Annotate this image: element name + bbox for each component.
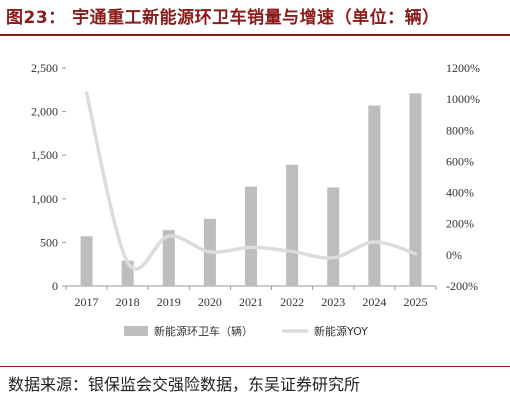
bar xyxy=(327,187,340,286)
legend-label-bar: 新能源环卫车（辆） xyxy=(154,324,253,338)
y-right-tick-label: -200% xyxy=(446,279,478,293)
plot-area: 0 500 1,000 1,500 2,000 2,500 -200% 0% 200% 400% 6… xyxy=(31,61,480,338)
x-tick-label: 2017 xyxy=(75,295,99,309)
bar xyxy=(368,105,381,286)
x-tick-label: 2021 xyxy=(239,295,263,309)
y-right-tick-label: 1000% xyxy=(446,92,480,106)
y-left-tick-label: 1,000 xyxy=(31,192,58,206)
y-right-tick-label: 0% xyxy=(446,248,462,262)
y-left-tick-label: 2,500 xyxy=(31,61,58,75)
bar xyxy=(162,230,175,286)
y-right-tick-label: 200% xyxy=(446,217,474,231)
bar xyxy=(121,260,134,286)
x-tick-label: 2022 xyxy=(280,295,304,309)
legend-swatch-bar xyxy=(124,326,148,336)
chart-title: 图23： 宇通重工新能源环卫车销量与增速（单位：辆） xyxy=(6,8,440,28)
x-tick-label: 2024 xyxy=(362,295,386,309)
bar xyxy=(286,164,299,286)
x-tick-label: 2025 xyxy=(403,295,427,309)
x-tick-label: 2020 xyxy=(198,295,222,309)
y-right-tick-label: 1200% xyxy=(446,61,480,75)
series-line-yoy xyxy=(84,91,418,271)
y-right-tick-label: 400% xyxy=(446,186,474,200)
footer-divider xyxy=(0,366,510,367)
y-right-tick-label: 600% xyxy=(446,154,474,168)
x-tick-label: 2018 xyxy=(116,295,140,309)
y-left-tick-label: 0 xyxy=(52,279,58,293)
title-divider xyxy=(0,34,510,36)
x-tick-label: 2019 xyxy=(157,295,181,309)
legend-label-line: 新能源YOY xyxy=(314,324,368,338)
bar xyxy=(245,186,257,286)
y-left-tick-label: 2,000 xyxy=(31,105,58,119)
chart: 0 500 1,000 1,500 2,000 2,500 -200% 0% 200% 400% 6… xyxy=(31,61,480,338)
data-source: 数据来源：银保监会交强险数据，东吴证券研究所 xyxy=(8,375,361,394)
y-right-tick-label: 800% xyxy=(446,123,474,137)
y-left-tick-label: 500 xyxy=(40,235,58,249)
bar xyxy=(80,236,93,286)
x-tick-label: 2023 xyxy=(321,295,345,309)
y-left-tick-label: 1,500 xyxy=(31,148,58,162)
bar xyxy=(409,93,422,286)
